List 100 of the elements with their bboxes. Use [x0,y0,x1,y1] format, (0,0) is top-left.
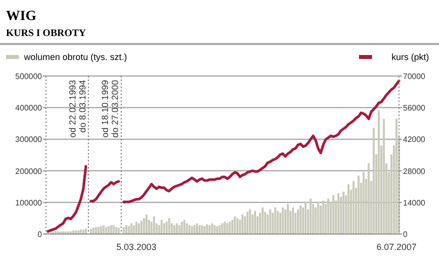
bar [286,204,289,234]
bar [198,225,201,234]
bar [94,227,97,234]
bar [138,223,140,234]
bar [395,118,398,234]
legend-label: kurs (pkt) [391,52,429,62]
y-tick-label: 0 [38,230,43,239]
bar [322,200,324,234]
bar [211,223,214,234]
bar [176,223,178,234]
bar [372,128,375,234]
bar [168,218,170,234]
bar [132,225,135,234]
y2-tick-label: 14000 [403,198,426,208]
bar [282,207,284,234]
bar [300,206,302,234]
bar [92,228,94,234]
bar [166,222,168,234]
bar [216,226,218,234]
y-tick-label: 300000 [15,135,43,144]
bar [382,118,385,234]
bar [254,210,256,234]
bar [125,225,128,234]
y-tick-label: 500000 [15,72,43,81]
bar [228,222,231,234]
y2-tick-label: 70000 [403,72,426,81]
y-tick-label: 100000 [15,198,43,208]
bar [296,209,299,234]
bar [362,172,365,234]
bar [244,216,246,234]
bar [236,218,238,234]
bar [206,224,208,234]
y2-tick-label: 42000 [403,135,426,144]
bar [145,214,148,234]
bar [163,223,166,234]
bar [342,192,344,234]
y2-tick-label: 56000 [403,104,426,113]
bar [180,222,183,234]
bar [231,220,234,234]
bar [112,225,115,234]
bar [226,223,228,234]
bar [153,216,156,234]
bar [105,227,108,234]
bar [224,222,226,234]
bar [110,225,112,234]
x-tick-label: 6.07.2007 [376,242,416,252]
bar [173,225,176,234]
bar [140,220,142,234]
y2-tick-label: 28000 [403,166,426,176]
bar [128,226,130,234]
bar [183,220,186,234]
bar [108,226,110,234]
y-tick-label: 400000 [15,104,43,113]
bar [201,225,204,234]
bar [378,110,380,234]
bar [310,198,312,234]
bar [246,212,248,234]
bar [100,226,102,234]
bar [90,228,92,234]
bar [97,227,100,234]
bar [130,223,132,234]
x-tick-label: 5.03.2003 [116,242,156,252]
bar [186,223,188,234]
bar [262,207,264,234]
bar [102,225,105,234]
bar [274,207,276,234]
bar [241,214,244,234]
bar [178,225,180,234]
bar [249,209,252,234]
bar [193,225,196,234]
bar [84,228,87,234]
chart-title: WIG [6,9,36,24]
y2-tick-label: 0 [403,230,408,239]
bar [196,223,198,234]
bar [368,163,370,234]
bar [352,180,355,234]
bar [72,230,74,234]
bar [292,207,294,234]
bar [135,222,138,234]
bar [337,193,340,234]
bar [204,226,206,234]
bar [264,212,266,234]
bar [208,225,211,234]
bar [221,223,224,234]
bar [332,195,334,234]
bar [234,216,236,234]
bar [142,218,145,234]
bar [122,227,125,234]
annotation: od 22.02.1993 do 8.03.1994 [67,80,88,138]
bar [358,176,360,234]
bar [347,184,350,234]
bar [160,220,163,234]
y-tick-label: 200000 [15,166,43,176]
bar [214,225,216,234]
legend-label: wolumen obrotu (tys. szt.) [23,52,128,62]
chart-subtitle: KURS I OBROTY [6,28,87,39]
bar [276,210,279,234]
bar [188,225,190,234]
bar [304,202,307,234]
bar [269,209,272,234]
